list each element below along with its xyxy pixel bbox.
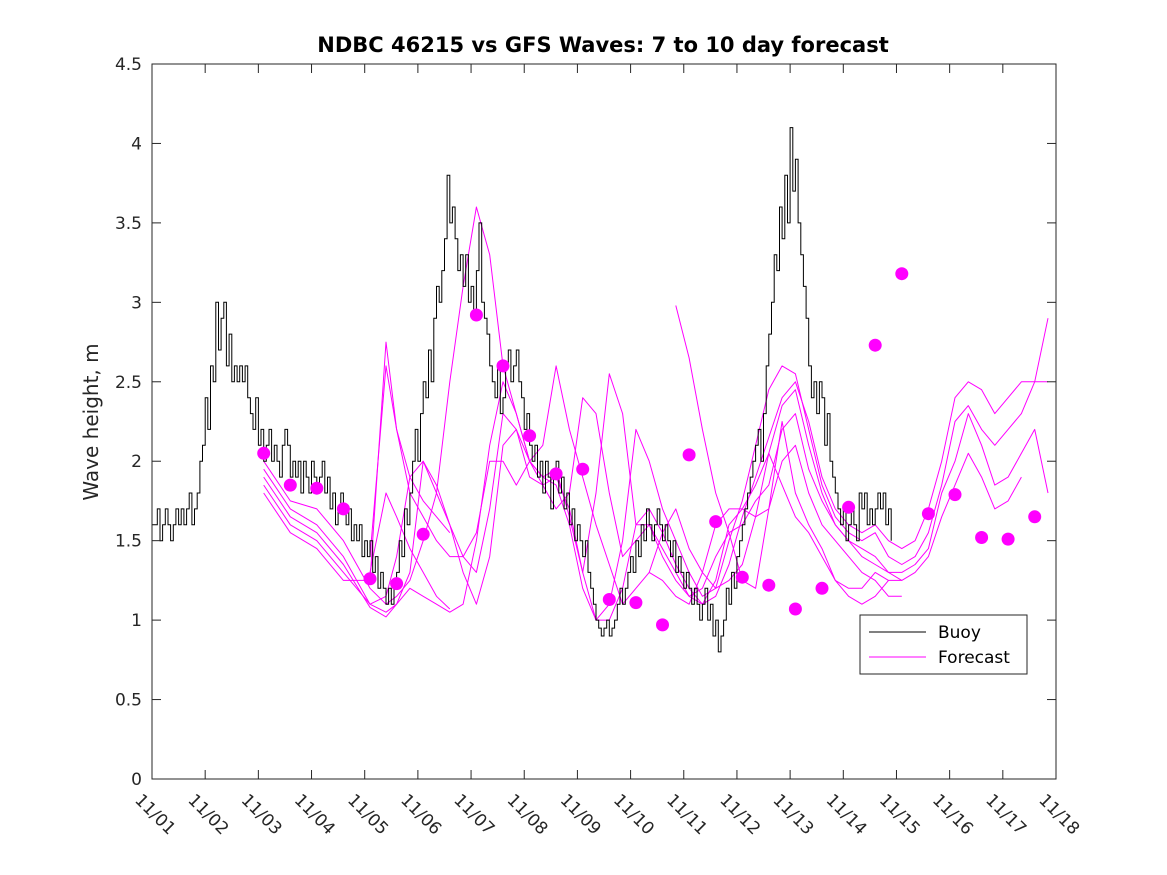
- forecast-point: [815, 581, 829, 595]
- y-tick-label: 2: [131, 452, 142, 472]
- forecast-point: [948, 488, 962, 502]
- forecast-point: [310, 481, 324, 495]
- legend-box: [859, 614, 1028, 675]
- forecast-lines: [263, 206, 1049, 621]
- forecast-point: [549, 467, 563, 481]
- forecast-line-7: [369, 492, 451, 610]
- forecast-point: [469, 308, 483, 322]
- forecast-line-3: [263, 373, 1049, 618]
- forecast-point: [1001, 532, 1015, 546]
- y-tick-label: 2.5: [115, 373, 142, 393]
- forecast-point: [496, 359, 510, 373]
- forecast-line-8: [648, 452, 889, 605]
- y-tick-label: 4: [131, 134, 142, 154]
- forecast-point: [895, 267, 909, 281]
- legend: Buoy Forecast: [859, 614, 1028, 675]
- forecast-point: [283, 478, 297, 492]
- forecast-point: [842, 500, 856, 514]
- buoy-line-group: [152, 127, 892, 653]
- forecast-point: [1028, 510, 1042, 524]
- forecast-dots: [257, 267, 1042, 632]
- y-tick-label: 4.5: [115, 55, 142, 75]
- forecast-point: [868, 338, 882, 352]
- y-tick-label: 1.5: [115, 532, 142, 552]
- y-tick-label: 3: [131, 293, 142, 313]
- forecast-point: [576, 462, 590, 476]
- forecast-point: [336, 502, 350, 516]
- forecast-point: [257, 446, 271, 460]
- y-tick-label: 0.5: [115, 691, 142, 711]
- y-tick-label: 3.5: [115, 214, 142, 234]
- forecast-line-6: [369, 365, 451, 557]
- forecast-point: [416, 527, 430, 541]
- forecast-point: [629, 596, 643, 610]
- y-axis-ticks: 0 0.5 1 1.5 2 2.5 3 3.5 4 4.5: [115, 55, 1056, 790]
- y-tick-label: 0: [131, 770, 142, 790]
- forecast-point: [975, 531, 989, 544]
- forecast-point: [788, 602, 802, 616]
- forecast-point: [656, 618, 669, 632]
- forecast-line-4: [263, 397, 1022, 605]
- y-axis-label: Wave height, m: [79, 343, 103, 500]
- forecast-point: [735, 570, 749, 584]
- plot-frame: [151, 63, 1057, 780]
- forecast-point: [363, 572, 377, 586]
- forecast-point: [921, 507, 935, 521]
- forecast-point: [709, 515, 723, 529]
- forecast-point: [682, 448, 696, 462]
- forecast-point: [762, 578, 776, 592]
- legend-buoy-label: Buoy: [938, 623, 981, 643]
- forecast-line-9: [675, 305, 902, 589]
- forecast-point: [390, 577, 404, 591]
- chart-title: NDBC 46215 vs GFS Waves: 7 to 10 day for…: [317, 33, 888, 57]
- y-tick-label: 1: [131, 611, 142, 631]
- forecast-point: [523, 429, 537, 443]
- forecast-line-2: [263, 365, 1048, 621]
- buoy-line: [152, 127, 892, 653]
- forecast-line-5: [263, 341, 902, 605]
- forecast-point: [602, 593, 616, 606]
- legend-forecast-label: Forecast: [938, 648, 1010, 668]
